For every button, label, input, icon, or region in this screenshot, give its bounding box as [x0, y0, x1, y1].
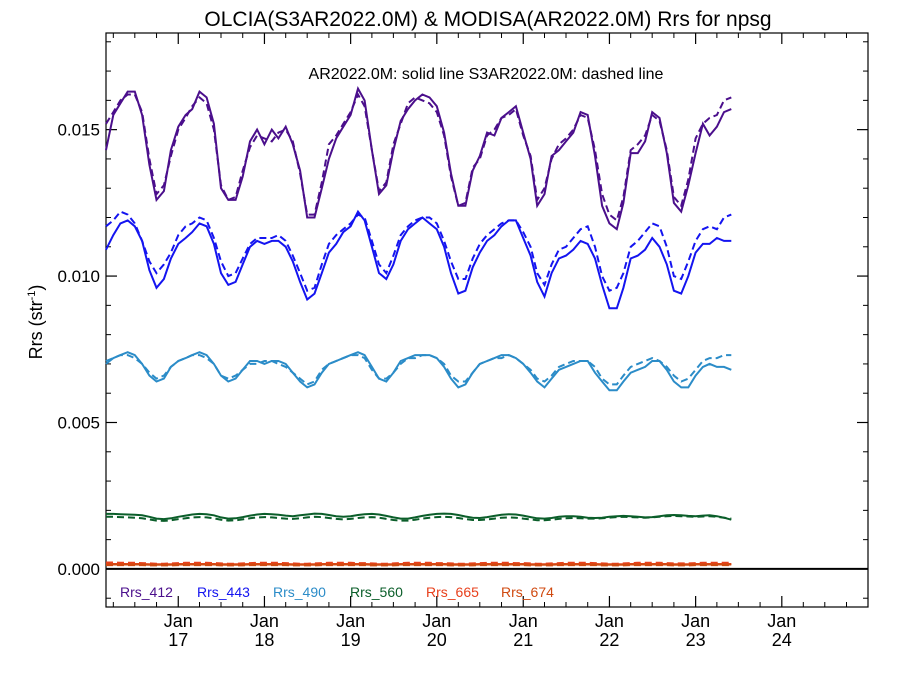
legend-item-rrs-490: Rrs_490: [273, 584, 326, 600]
plot-frame: [105, 32, 869, 608]
x-tick-month: Jan: [595, 611, 624, 631]
x-tick-year: 17: [168, 630, 188, 650]
legend: Rrs_412 Rrs_443 Rrs_490 Rrs_560 Rrs_665 Rrs_6…: [120, 584, 554, 600]
y-axis-label-main: Rrs (str: [26, 300, 46, 359]
x-tick-month: Jan: [767, 611, 796, 631]
x-tick-month: Jan: [336, 611, 365, 631]
rrs-443-solid-line: [105, 209, 732, 310]
x-tick-year: 21: [513, 630, 533, 650]
x-tick-year: 19: [341, 630, 361, 650]
y-tick-label: 0.010: [57, 267, 100, 286]
x-tick-year: 18: [254, 630, 274, 650]
x-tick-year: 22: [599, 630, 619, 650]
y-axis-label: Rrs (str-1): [26, 285, 46, 360]
y-axis-label-sup: -1: [26, 291, 38, 301]
legend-item-rrs-665: Rrs_665: [426, 584, 479, 600]
legend-item-rrs-674: Rrs_674: [501, 584, 554, 600]
rrs-412-solid-line: [105, 85, 732, 231]
x-tick-year: 24: [772, 630, 792, 650]
y-tick-label: 0.015: [57, 121, 100, 140]
x-tick-month: Jan: [681, 611, 710, 631]
y-tick-label: 0.005: [57, 414, 100, 433]
chart-title: OLCIA(S3AR2022.0M) & MODISA(AR2022.0M) R…: [204, 8, 771, 31]
x-tick-month: Jan: [250, 611, 279, 631]
y-axis: 0.000 0.005 0.010 0.015: [57, 41, 868, 599]
x-tick-month: Jan: [509, 611, 538, 631]
line-style-note: AR2022.0M: solid line S3AR2022.0M: dashe…: [309, 66, 664, 83]
legend-item-rrs-412: Rrs_412: [120, 584, 173, 600]
rrs-560-solid-line: [106, 512, 732, 521]
rrs-412-dashed-line: [105, 92, 732, 223]
series-layer: [105, 85, 868, 570]
y-axis-label-end: ): [26, 285, 46, 291]
x-tick-month: Jan: [422, 611, 451, 631]
legend-item-rrs-560: Rrs_560: [350, 584, 403, 600]
x-tick-year: 23: [686, 630, 706, 650]
rrs-490-solid-line: [105, 351, 732, 392]
legend-item-rrs-443: Rrs_443: [197, 584, 250, 600]
x-tick-year: 20: [427, 630, 447, 650]
y-tick-label: 0.000: [57, 560, 100, 579]
rrs-443-dashed-line: [105, 210, 732, 292]
x-tick-month: Jan: [164, 611, 193, 631]
